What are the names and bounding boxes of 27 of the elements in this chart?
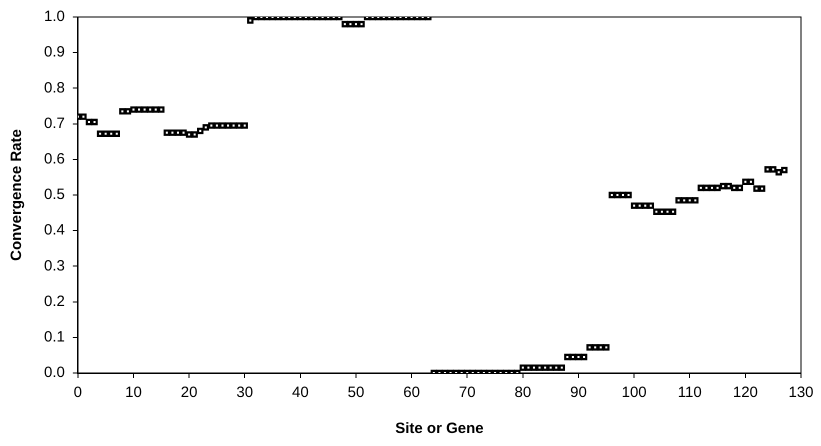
y-tick-label: 1.0 [44, 8, 65, 26]
x-tick-label: 100 [622, 384, 647, 402]
y-tick-label: 0.0 [44, 364, 65, 382]
y-tick-label: 0.1 [44, 328, 65, 346]
x-tick-label: 130 [788, 384, 814, 402]
x-tick-label: 20 [180, 384, 198, 402]
x-tick-label: 10 [125, 384, 142, 402]
y-tick-label: 0.5 [44, 186, 65, 204]
x-tick-label: 90 [570, 384, 587, 402]
x-tick-label: 30 [236, 384, 254, 402]
y-tick-label: 0.3 [44, 257, 65, 274]
x-tick-label: 50 [348, 384, 364, 402]
x-tick-label: 70 [458, 384, 476, 402]
x-tick-label: 40 [292, 384, 309, 402]
y-tick-label: 0.6 [44, 150, 65, 168]
x-tick-label: 110 [678, 384, 702, 402]
x-axis-title: Site or Gene [395, 420, 484, 438]
y-tick-label: 0.8 [44, 79, 65, 96]
y-tick-label: 0.9 [44, 44, 65, 61]
x-tick-label: 80 [514, 384, 532, 402]
y-tick-label: 0.2 [44, 292, 65, 310]
x-tick-label: 120 [732, 384, 758, 402]
x-tick-label: 0 [74, 384, 82, 402]
y-tick-label: 0.7 [44, 114, 65, 132]
y-axis-title: Convergence Rate [8, 129, 26, 261]
x-tick-label: 60 [403, 384, 420, 402]
y-tick-label: 0.4 [44, 222, 65, 239]
